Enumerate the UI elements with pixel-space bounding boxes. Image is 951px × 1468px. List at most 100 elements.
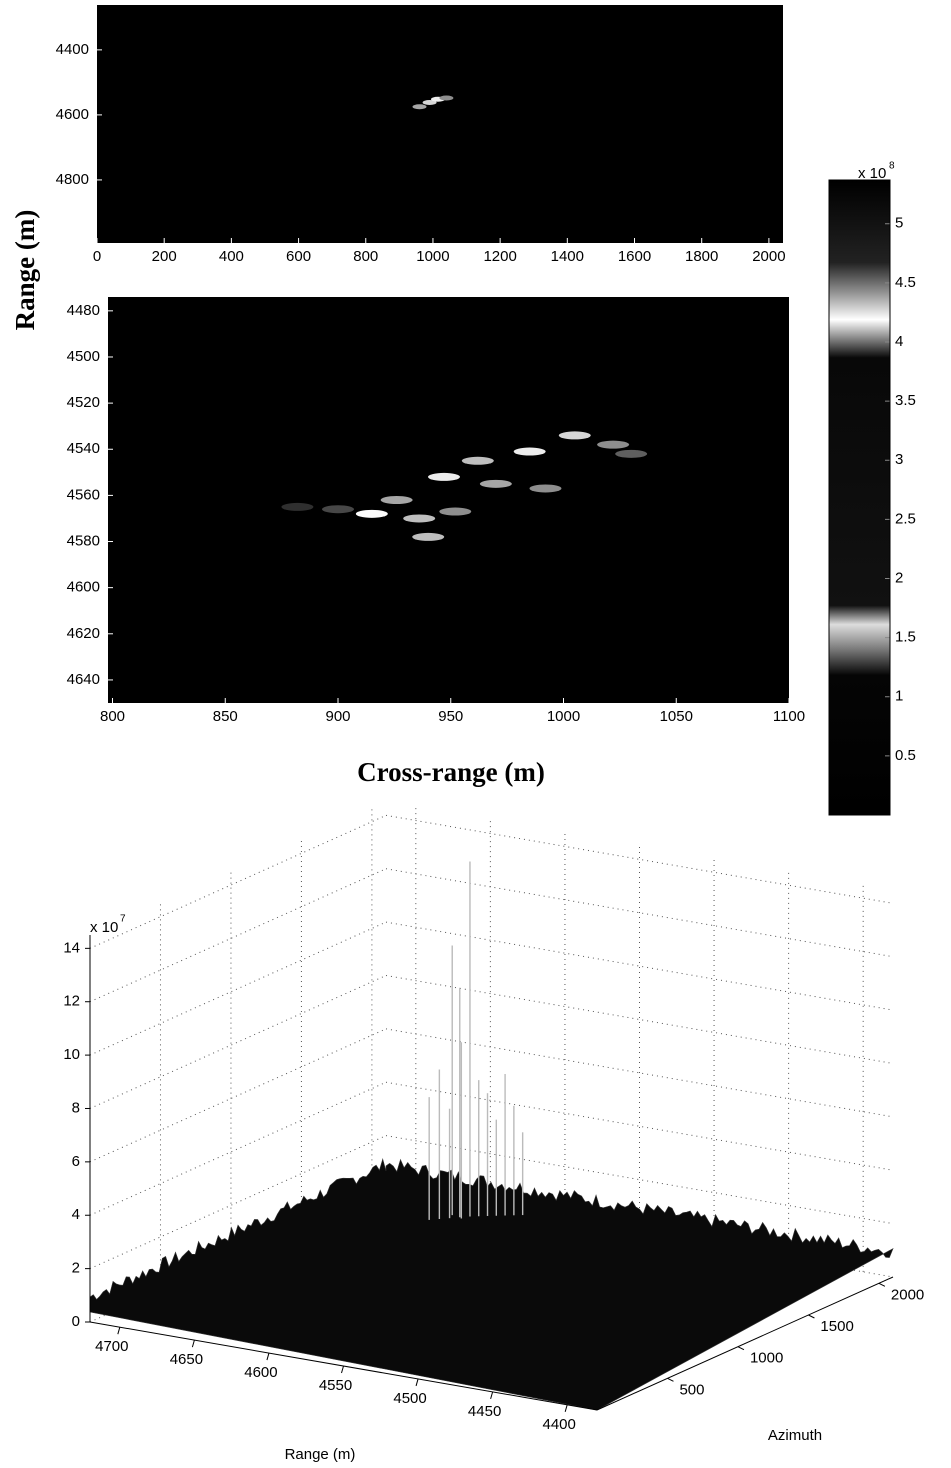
- y-tick-label: 4400: [56, 41, 89, 58]
- y-tick-label: 4600: [67, 579, 100, 596]
- surface-floor: [89, 1157, 894, 1411]
- x-tick-label: 400: [219, 248, 244, 265]
- range-tick-label: 4600: [244, 1364, 277, 1381]
- x-tick-label: 1100: [773, 708, 805, 725]
- range-tick: [117, 1327, 121, 1335]
- intensity-spot: [422, 100, 437, 106]
- z-tick-label: 2: [72, 1260, 80, 1277]
- x-tick-label: 0: [93, 248, 101, 265]
- x-tick-label: 850: [213, 708, 238, 725]
- grid-line: [89, 975, 387, 1109]
- grid-line: [89, 1081, 387, 1216]
- azimuth-tick-label: 2000: [891, 1286, 924, 1303]
- azimuth-tick-label: 500: [679, 1381, 704, 1398]
- y-tick-label: 4480: [67, 302, 100, 319]
- colorbar-tick-label: 3.5: [895, 392, 916, 409]
- colorbar-tick-label: 2.5: [895, 510, 916, 527]
- grid-line: [385, 974, 894, 1064]
- azimuth-tick: [737, 1346, 745, 1351]
- range-tick: [564, 1404, 568, 1412]
- intensity-spot: [281, 502, 314, 511]
- colorbar-tick-label: 0.5: [895, 747, 916, 764]
- intensity-spot: [412, 532, 445, 541]
- colorbar-frame: [828, 179, 891, 816]
- z-tick-label: 6: [72, 1153, 80, 1170]
- colorbar-multiplier: x 10: [858, 165, 886, 182]
- x-axis-title: Cross-range (m): [357, 757, 545, 787]
- colorbar-tick-label: 1: [895, 688, 903, 705]
- colorbar: [829, 180, 890, 815]
- y-tick-label: 4540: [67, 440, 100, 457]
- range-tick-label: 4450: [468, 1403, 501, 1420]
- range-tick-label: 4400: [542, 1416, 575, 1433]
- z-tick-label: 12: [63, 993, 80, 1010]
- z-tick-label: 4: [72, 1206, 80, 1223]
- azimuth-tick-label: 1500: [820, 1318, 853, 1335]
- x-tick-label: 900: [325, 708, 350, 725]
- intensity-spot: [597, 440, 630, 449]
- image-area: [108, 297, 789, 703]
- azimuth-tick-label: 1000: [750, 1350, 783, 1367]
- x-tick-label: 950: [438, 708, 463, 725]
- y-tick-label: 4640: [67, 671, 100, 688]
- x-tick-label: 1050: [660, 708, 693, 725]
- intensity-spot: [439, 95, 454, 101]
- x-tick-label: 1400: [551, 248, 584, 265]
- range-tick: [341, 1365, 344, 1374]
- z-tick-label: 0: [72, 1313, 80, 1330]
- x-tick-label: 2000: [752, 248, 785, 265]
- grid-line: [89, 868, 387, 1003]
- range-tick: [490, 1391, 494, 1400]
- colorbar-tick-label: 4.5: [895, 274, 916, 291]
- x-tick-label: 1800: [685, 248, 718, 265]
- azimuth-axis-title: Azimuth: [768, 1427, 822, 1444]
- z-tick-label: 8: [72, 1099, 80, 1116]
- intensity-spot: [380, 496, 413, 504]
- intensity-spot: [322, 505, 355, 514]
- range-tick: [191, 1339, 195, 1348]
- z-tick-label: 14: [63, 939, 80, 956]
- y-tick-label: 4560: [67, 486, 100, 503]
- grid-line: [385, 921, 894, 1011]
- x-tick-label: 600: [286, 248, 311, 265]
- intensity-spot: [615, 449, 648, 458]
- y-axis-title: Range (m): [10, 210, 40, 331]
- colorbar-tick-label: 5: [895, 215, 903, 232]
- grid-line: [89, 1135, 387, 1270]
- grid-line: [385, 814, 894, 904]
- axis-line: [596, 1276, 894, 1411]
- azimuth-tick: [878, 1282, 886, 1287]
- intensity-spot: [412, 104, 427, 110]
- azimuth-tick: [667, 1377, 674, 1382]
- range-tick-label: 4700: [95, 1338, 128, 1355]
- colorbar-tick-label: 4: [895, 333, 903, 350]
- intensity-spot: [479, 479, 512, 488]
- range-tick: [415, 1378, 419, 1387]
- intensity-spot: [403, 514, 436, 523]
- z-exponent: 7: [120, 914, 126, 925]
- y-tick-label: 4800: [56, 171, 89, 188]
- range-tick-label: 4650: [170, 1351, 203, 1368]
- range-tick-label: 4550: [319, 1377, 352, 1394]
- y-tick-label: 4500: [67, 348, 100, 365]
- x-tick-label: 1000: [416, 248, 449, 265]
- y-tick-label: 4520: [67, 394, 100, 411]
- x-tick-label: 800: [100, 708, 125, 725]
- image-area: [97, 5, 783, 243]
- x-tick-label: 1200: [483, 248, 516, 265]
- z-tick-label: 10: [63, 1046, 80, 1063]
- y-tick-label: 4580: [67, 532, 100, 549]
- grid-line: [89, 1028, 387, 1163]
- y-tick-label: 4600: [56, 106, 89, 123]
- intensity-spot: [355, 509, 388, 518]
- grid-line: [89, 814, 387, 949]
- colorbar-exponent: 8: [889, 161, 895, 172]
- x-tick-label: 800: [353, 248, 378, 265]
- intensity-spot: [461, 456, 494, 465]
- grid-line: [89, 921, 387, 1056]
- intensity-spot: [558, 431, 591, 440]
- y-tick-label: 4620: [67, 625, 100, 642]
- intensity-spot: [439, 507, 472, 516]
- x-tick-label: 1000: [547, 708, 580, 725]
